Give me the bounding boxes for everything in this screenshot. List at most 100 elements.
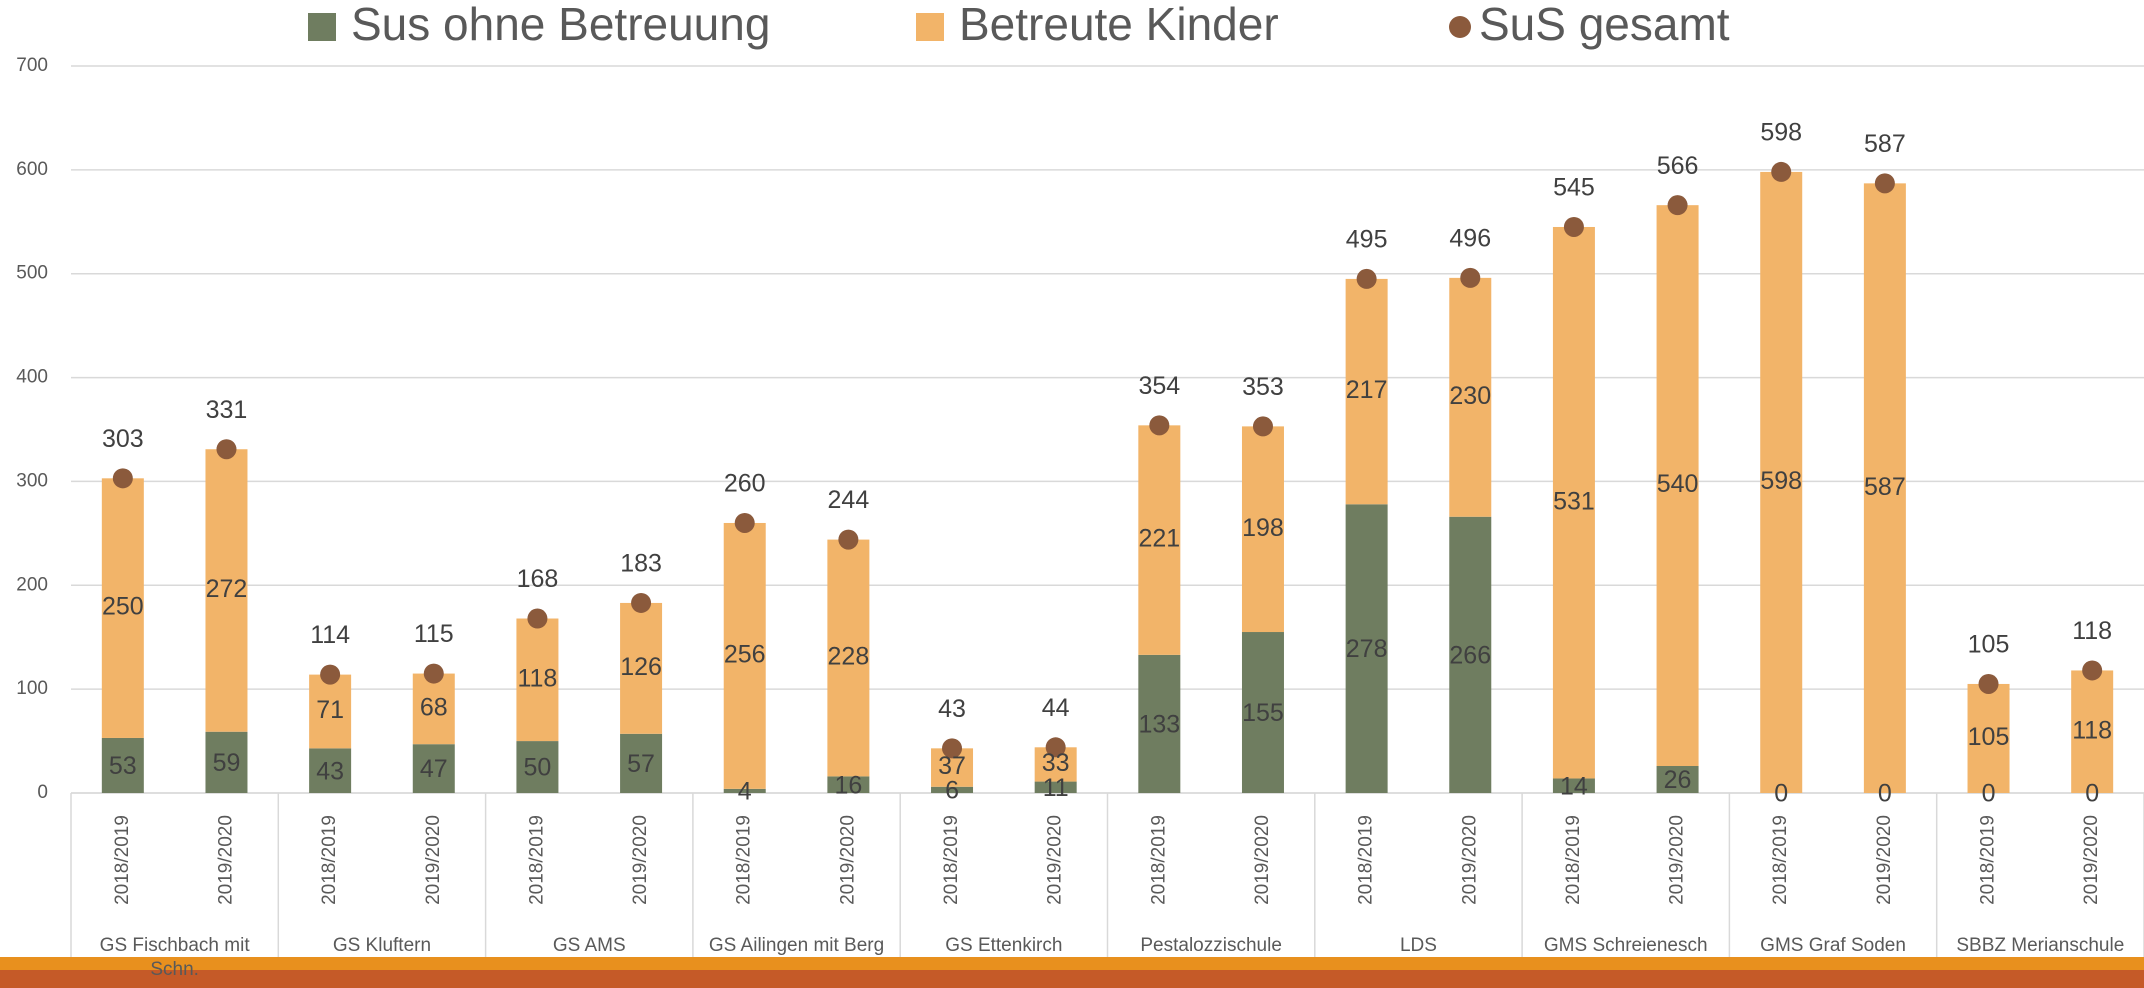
x-tick-label: 2018/2019 (526, 815, 547, 905)
legend-swatch (916, 13, 944, 41)
total-dot (1252, 416, 1273, 437)
data-label: 59 (213, 749, 241, 777)
total-dot (320, 664, 341, 685)
legend-swatch (1449, 16, 1471, 38)
bar-segment (1863, 183, 1906, 793)
data-label: 531 (1553, 487, 1595, 515)
x-tick-label: 2018/2019 (941, 815, 962, 905)
data-label: 250 (102, 593, 144, 621)
total-dot (1149, 415, 1170, 436)
x-tick-label: 2019/2020 (1459, 815, 1480, 905)
data-label: 266 (1449, 641, 1491, 669)
group-label-box: LDS (1399, 935, 1437, 956)
bar-segment (620, 602, 663, 734)
y-tick-label: 0 (37, 782, 48, 803)
bar-segment (827, 776, 870, 793)
data-label: 68 (420, 693, 448, 721)
data-label: 0 (2085, 780, 2099, 808)
data-label: 495 (1346, 226, 1388, 254)
bar-segment (723, 522, 766, 789)
total-dot (838, 529, 859, 550)
x-tick-label: 2018/2019 (112, 815, 133, 905)
total-dot (2082, 660, 2103, 681)
total-dot (216, 439, 237, 460)
x-tick-label: 2018/2019 (1563, 815, 1584, 905)
group-label-box: SBBZ Merianschule (1956, 935, 2125, 956)
bar-segment (205, 449, 248, 732)
x-tick-label: 2018/2019 (1770, 815, 1791, 905)
group-label: GS Kluftern (332, 935, 432, 956)
bar-segment (1552, 226, 1595, 779)
group-label: GMS Graf Soden (1760, 935, 1906, 956)
data-label: 26 (1664, 766, 1692, 794)
data-label: 44 (1042, 694, 1070, 722)
data-label: 303 (102, 425, 144, 453)
x-tick-label: 2018/2019 (1978, 815, 1999, 905)
group-label: GS Fischbach mit Schn. (99, 935, 250, 980)
group-label-box: GS Ettenkirch (945, 935, 1062, 956)
bar-segment (101, 737, 144, 793)
bar-segment (1967, 683, 2010, 793)
data-label: 57 (627, 750, 655, 778)
legend-label: Sus ohne Betreuung (351, 0, 770, 50)
y-tick-label: 500 (16, 263, 48, 284)
data-label: 587 (1864, 130, 1906, 158)
data-label: 115 (414, 620, 454, 648)
x-tick-label: 2019/2020 (1667, 815, 1688, 905)
bar-segment (827, 539, 870, 777)
data-label: 353 (1242, 373, 1284, 401)
bar-segment (1449, 516, 1492, 793)
bar-segment (1552, 778, 1595, 793)
total-dot (1460, 267, 1481, 288)
y-tick-label: 600 (16, 159, 48, 180)
footer-band (0, 957, 2144, 970)
x-tick-label: 2019/2020 (1252, 815, 1273, 905)
x-tick-label: 2018/2019 (734, 815, 755, 905)
total-dot (1771, 161, 1792, 182)
bar-segment (1345, 504, 1388, 793)
footer-band (0, 970, 2144, 988)
data-label: 221 (1138, 525, 1180, 553)
data-label: 598 (1760, 467, 1802, 495)
bar-segment (620, 733, 663, 793)
data-label: 566 (1657, 152, 1699, 180)
data-label: 256 (724, 641, 766, 669)
y-tick-label: 400 (16, 367, 48, 388)
bar-segment (1138, 654, 1181, 793)
bar-segment (1138, 425, 1181, 655)
data-label: 105 (1968, 723, 2010, 751)
x-tick-label: 2019/2020 (2081, 815, 2102, 905)
group-label-box: GS Kluftern (332, 935, 432, 956)
data-label: 496 (1449, 224, 1491, 252)
total-dot (423, 663, 444, 684)
data-label: 278 (1346, 635, 1388, 663)
data-label: 598 (1760, 119, 1802, 147)
data-label: 587 (1864, 473, 1906, 501)
bar-segment (309, 674, 352, 749)
total-dot (631, 592, 652, 613)
data-label: 230 (1449, 382, 1491, 410)
group-label-box: Pestalozzischule (1140, 935, 1282, 956)
group-label-box: GS AMS (552, 935, 626, 956)
group-label: GMS Schreienesch (1543, 935, 1708, 956)
data-label: 11 (1043, 774, 1069, 802)
bar-segment (205, 731, 248, 793)
group-label: GS AMS (552, 935, 626, 956)
group-label: SBBZ Merianschule (1956, 935, 2125, 956)
data-label: 331 (206, 396, 248, 424)
data-label: 43 (938, 695, 966, 723)
data-label: 118 (2072, 617, 2112, 645)
bar-segment (516, 618, 559, 742)
total-dot (942, 738, 963, 759)
data-label: 47 (420, 755, 448, 783)
x-tick-label: 2019/2020 (630, 815, 651, 905)
data-label: 50 (524, 754, 552, 782)
bar-segment (1656, 765, 1699, 793)
total-dot (734, 512, 755, 533)
bar-segment (1034, 781, 1077, 793)
bar-segment (723, 788, 766, 793)
data-label: 71 (316, 696, 344, 724)
data-label: 105 (1968, 631, 2010, 659)
x-tick-label: 2019/2020 (215, 815, 236, 905)
group-label: LDS (1399, 935, 1437, 956)
